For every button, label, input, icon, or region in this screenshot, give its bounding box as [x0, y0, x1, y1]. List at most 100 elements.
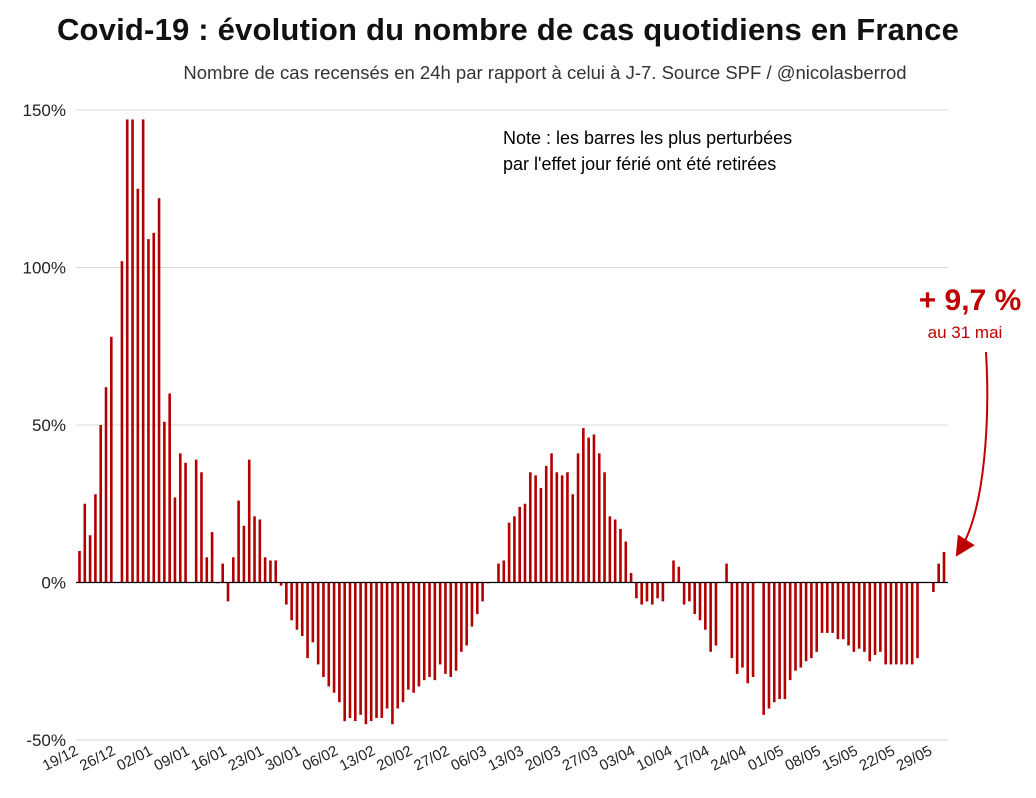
- callout-date: au 31 mai: [928, 323, 1003, 342]
- bar: [507, 522, 511, 583]
- gridlines: [76, 109, 948, 741]
- x-tick-label: 16/01: [188, 742, 229, 774]
- bar: [104, 387, 108, 583]
- bar: [682, 582, 686, 605]
- x-tick-label: 30/01: [263, 742, 304, 774]
- bar: [412, 582, 415, 693]
- bar: [566, 472, 569, 583]
- bar: [529, 472, 532, 583]
- bar: [868, 582, 872, 662]
- bar: [470, 582, 474, 627]
- bar: [168, 393, 171, 583]
- bar: [560, 475, 564, 583]
- bar: [131, 119, 134, 583]
- bar: [232, 557, 235, 583]
- bar: [544, 465, 548, 583]
- x-tick-label: 13/02: [337, 742, 378, 774]
- bar: [221, 563, 224, 583]
- bar: [619, 528, 622, 583]
- bar: [300, 582, 304, 637]
- bar: [497, 563, 500, 583]
- bar: [205, 557, 209, 583]
- bar: [200, 472, 203, 583]
- bar: [433, 582, 437, 681]
- bar: [857, 582, 861, 649]
- bar: [258, 519, 262, 583]
- x-tick-label: 23/01: [225, 742, 266, 774]
- bar: [375, 582, 378, 718]
- bar: [841, 582, 845, 640]
- bar: [120, 261, 124, 583]
- bar: [502, 560, 506, 583]
- bar: [826, 582, 829, 633]
- bar: [449, 582, 453, 677]
- bar: [783, 582, 787, 700]
- bar: [417, 582, 421, 687]
- bar: [698, 582, 702, 621]
- bar: [778, 582, 781, 700]
- bar: [481, 582, 484, 602]
- x-tick-label: 29/05: [894, 742, 935, 774]
- bar: [460, 582, 463, 652]
- bar: [873, 582, 877, 655]
- bar: [454, 582, 458, 671]
- bars: [78, 119, 946, 725]
- bar: [157, 198, 161, 583]
- bar: [428, 582, 431, 677]
- bar: [311, 582, 315, 643]
- bar: [608, 516, 612, 583]
- y-tick-label: 0%: [41, 574, 66, 593]
- bar: [401, 582, 405, 703]
- x-tick-label: 17/04: [671, 742, 712, 774]
- bar: [597, 453, 601, 583]
- bar: [725, 563, 728, 583]
- bar: [624, 541, 628, 583]
- bar: [693, 582, 697, 614]
- x-tick-label: 27/02: [411, 742, 452, 774]
- bar: [110, 336, 113, 583]
- bar: [645, 582, 649, 602]
- bar: [746, 582, 750, 684]
- x-tick-label: 10/04: [634, 742, 675, 774]
- bar: [226, 582, 230, 602]
- bar: [932, 582, 935, 592]
- bar: [327, 582, 331, 687]
- bar: [582, 428, 585, 583]
- bar: [672, 560, 675, 583]
- bar: [910, 582, 914, 665]
- bar: [772, 582, 776, 703]
- y-tick-label: 150%: [23, 101, 66, 120]
- bar: [163, 421, 166, 583]
- bar: [762, 582, 765, 715]
- bar: [656, 582, 659, 599]
- bar: [136, 188, 140, 583]
- bar: [751, 582, 755, 677]
- x-tick-label: 02/01: [114, 742, 155, 774]
- bar: [661, 582, 665, 602]
- bar: [338, 582, 341, 703]
- bar: [539, 488, 543, 583]
- bar: [730, 582, 734, 659]
- bar: [141, 119, 145, 583]
- bar: [78, 551, 81, 583]
- bar: [635, 582, 638, 599]
- bar: [391, 582, 394, 725]
- bar: [576, 453, 580, 583]
- chart-title: Covid-19 : évolution du nombre de cas qu…: [56, 12, 960, 47]
- y-tick-label: -50%: [26, 731, 66, 750]
- bar: [613, 519, 617, 583]
- bar: [587, 437, 590, 583]
- bar: [343, 582, 346, 722]
- bar: [94, 494, 97, 583]
- bar: [550, 453, 553, 583]
- bar: [290, 582, 293, 621]
- bar: [810, 582, 813, 659]
- x-tick-label: 13/03: [485, 742, 526, 774]
- bar: [125, 119, 129, 583]
- chart-subtitle: Nombre de cas recensés en 24h par rappor…: [183, 62, 907, 83]
- bar: [905, 582, 909, 665]
- bar: [852, 582, 856, 652]
- bar: [704, 582, 707, 630]
- bar: [523, 503, 527, 583]
- bar: [518, 506, 522, 583]
